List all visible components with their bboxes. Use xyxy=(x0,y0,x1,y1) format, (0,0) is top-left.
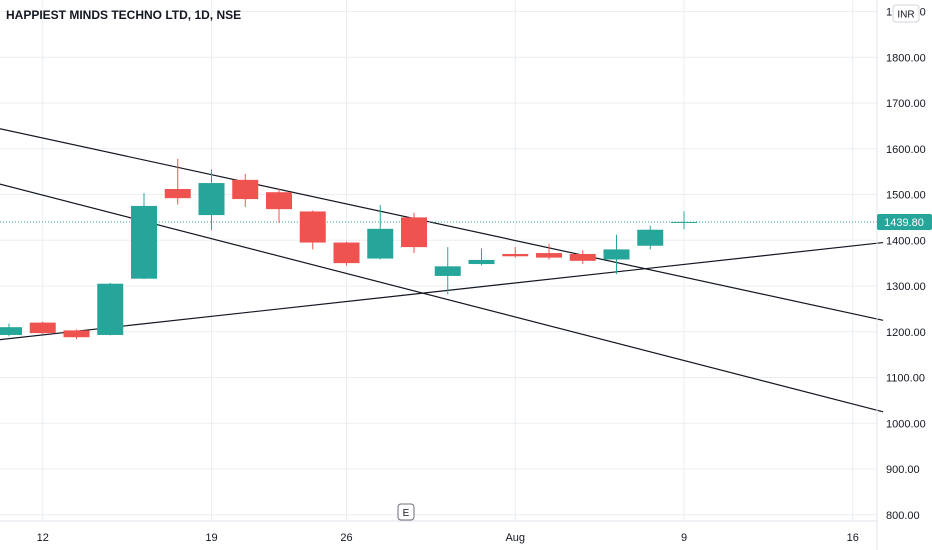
candle-down[interactable] xyxy=(502,247,529,258)
candle-up[interactable] xyxy=(198,169,225,231)
y-tick-label: 1200.00 xyxy=(886,327,926,339)
candle-down[interactable] xyxy=(536,243,562,260)
candle-body xyxy=(164,189,191,199)
candles[interactable] xyxy=(0,158,697,340)
candle-up[interactable] xyxy=(603,234,630,275)
x-tick-label: Aug xyxy=(505,532,525,544)
candle-body xyxy=(468,259,495,265)
candle-body xyxy=(266,192,292,210)
event-marker[interactable]: E xyxy=(397,503,415,521)
y-tick-label: 1800.00 xyxy=(886,52,926,64)
candle-body xyxy=(299,211,326,243)
x-tick-label: 12 xyxy=(37,532,49,544)
price-axis[interactable]: 1900.001800.001700.001600.001500.001400.… xyxy=(886,7,926,522)
y-tick-label: 1500.00 xyxy=(886,190,926,202)
candle-body xyxy=(63,330,90,338)
candle-body xyxy=(434,266,461,276)
candle-body xyxy=(97,283,124,335)
candle-body xyxy=(198,183,225,216)
candle-body xyxy=(671,221,697,223)
candle-up[interactable] xyxy=(637,225,664,250)
candle-body xyxy=(333,242,360,264)
candle-body xyxy=(29,322,56,334)
candle-down[interactable] xyxy=(164,158,191,205)
candle-down[interactable] xyxy=(569,250,596,265)
candle-body xyxy=(603,249,630,260)
candle-down[interactable] xyxy=(29,321,56,335)
y-tick-label: 1600.00 xyxy=(886,144,926,156)
y-tick-label: 900.00 xyxy=(886,464,920,476)
y-tick-label: 1700.00 xyxy=(886,98,926,110)
x-tick-label: 26 xyxy=(340,532,352,544)
candle-down[interactable] xyxy=(63,329,90,340)
candle-body xyxy=(131,205,157,279)
y-tick-label: 1300.00 xyxy=(886,281,926,293)
candle-up[interactable] xyxy=(671,211,697,230)
event-marker-label: E xyxy=(403,508,410,519)
candle-up[interactable] xyxy=(0,323,22,337)
candle-up[interactable] xyxy=(367,205,394,260)
candle-body xyxy=(637,229,664,246)
candle-body xyxy=(0,327,22,335)
candle-body xyxy=(232,179,259,200)
candle-down[interactable] xyxy=(232,173,259,207)
candle-down[interactable] xyxy=(401,212,427,254)
chart-title: HAPPIEST MINDS TECHNO LTD, 1D, NSE xyxy=(6,8,241,22)
y-tick-label: 1100.00 xyxy=(886,373,925,385)
time-axis[interactable]: 12 19 26 Aug 9 16 xyxy=(37,532,859,544)
candle-body xyxy=(569,253,596,261)
candle-up[interactable] xyxy=(434,247,461,295)
y-tick-label: 1000.00 xyxy=(886,418,926,430)
last-price-value: 1439.80 xyxy=(884,217,924,229)
currency-badge[interactable]: INR xyxy=(892,4,920,23)
candle-down[interactable] xyxy=(333,241,360,266)
y-tick-label: 1400.00 xyxy=(886,235,926,247)
candle-body xyxy=(502,253,529,257)
candle-up[interactable] xyxy=(131,193,157,280)
currency-badge-label: INR xyxy=(897,10,914,21)
candle-down[interactable] xyxy=(299,210,326,250)
candle-body xyxy=(367,228,394,259)
candle-down[interactable] xyxy=(266,189,292,223)
x-tick-label: 9 xyxy=(681,532,687,544)
y-tick-label: 800.00 xyxy=(886,510,920,522)
candle-body xyxy=(536,253,562,258)
candle-up[interactable] xyxy=(97,282,124,336)
x-tick-label: 19 xyxy=(205,532,217,544)
candle-up[interactable] xyxy=(468,248,495,266)
candle-body xyxy=(401,217,427,248)
last-price-label: 1439.80 xyxy=(877,214,932,231)
trendline[interactable] xyxy=(0,173,884,413)
x-tick-label: 16 xyxy=(847,532,859,544)
